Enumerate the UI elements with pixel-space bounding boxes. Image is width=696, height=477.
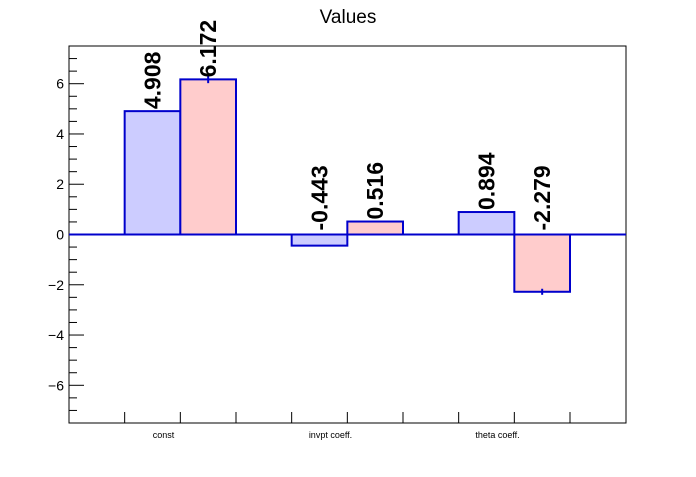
bar [346, 220, 405, 236]
y-axis: −6 −4 −2 0 2 4 6 [48, 58, 84, 411]
y-tick-label: −2 [48, 277, 64, 293]
chart-title: Values [320, 7, 377, 28]
data-label: 6.172 [195, 20, 221, 78]
bar [290, 233, 349, 247]
y-tick-label: 4 [56, 126, 64, 142]
y-tick-label: 2 [56, 176, 64, 192]
x-tick-label: const [153, 430, 175, 440]
x-tick-label: invpt coeff. [309, 430, 352, 440]
data-label: 0.894 [474, 152, 500, 210]
data-label: -0.443 [307, 165, 333, 230]
data-label: -2.279 [529, 165, 555, 230]
bar [123, 110, 182, 236]
bar [457, 211, 516, 236]
x-tick-label: theta coeff. [475, 430, 519, 440]
x-axis: const invpt coeff. theta coeff. [124, 412, 571, 440]
y-tick-label: −6 [48, 377, 64, 393]
data-label: 4.908 [140, 51, 166, 109]
y-tick-label: 0 [56, 227, 64, 243]
data-label: 0.516 [362, 162, 388, 220]
bar [179, 78, 237, 236]
bars [123, 78, 571, 293]
y-tick-label: −4 [48, 327, 64, 343]
bar [513, 233, 571, 293]
data-labels: 4.908 -0.443 0.894 6.172 0.516 -2.279 [140, 20, 556, 231]
y-tick-label: 6 [56, 76, 64, 92]
error-bars [207, 75, 544, 295]
